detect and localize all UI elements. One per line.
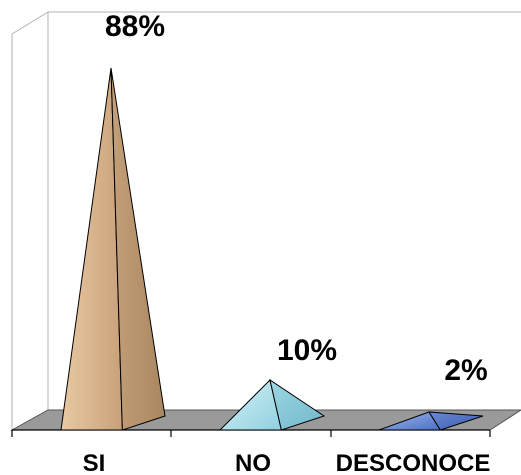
category-label-desconoce: DESCONOCE (336, 450, 491, 475)
pyramid-no-side-face (269, 378, 326, 431)
x-axis (11, 429, 491, 437)
category-label-no: NO (235, 450, 271, 475)
data-label-desconoce: 2% (444, 354, 487, 387)
category-label-si: SI (83, 450, 106, 475)
side-wall-top-edge (11, 11, 49, 35)
pyramid-desconoce-side-face (428, 411, 484, 431)
pyramid-si-side-face (110, 67, 166, 431)
data-label-si: 88% (105, 10, 165, 43)
data-label-no: 10% (277, 334, 337, 367)
chart-walls (11, 11, 521, 430)
pyramid-series (60, 67, 484, 431)
